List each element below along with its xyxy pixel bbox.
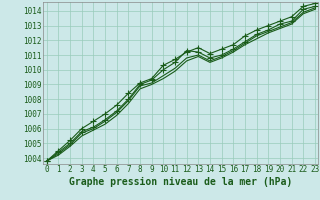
X-axis label: Graphe pression niveau de la mer (hPa): Graphe pression niveau de la mer (hPa) <box>69 177 292 187</box>
